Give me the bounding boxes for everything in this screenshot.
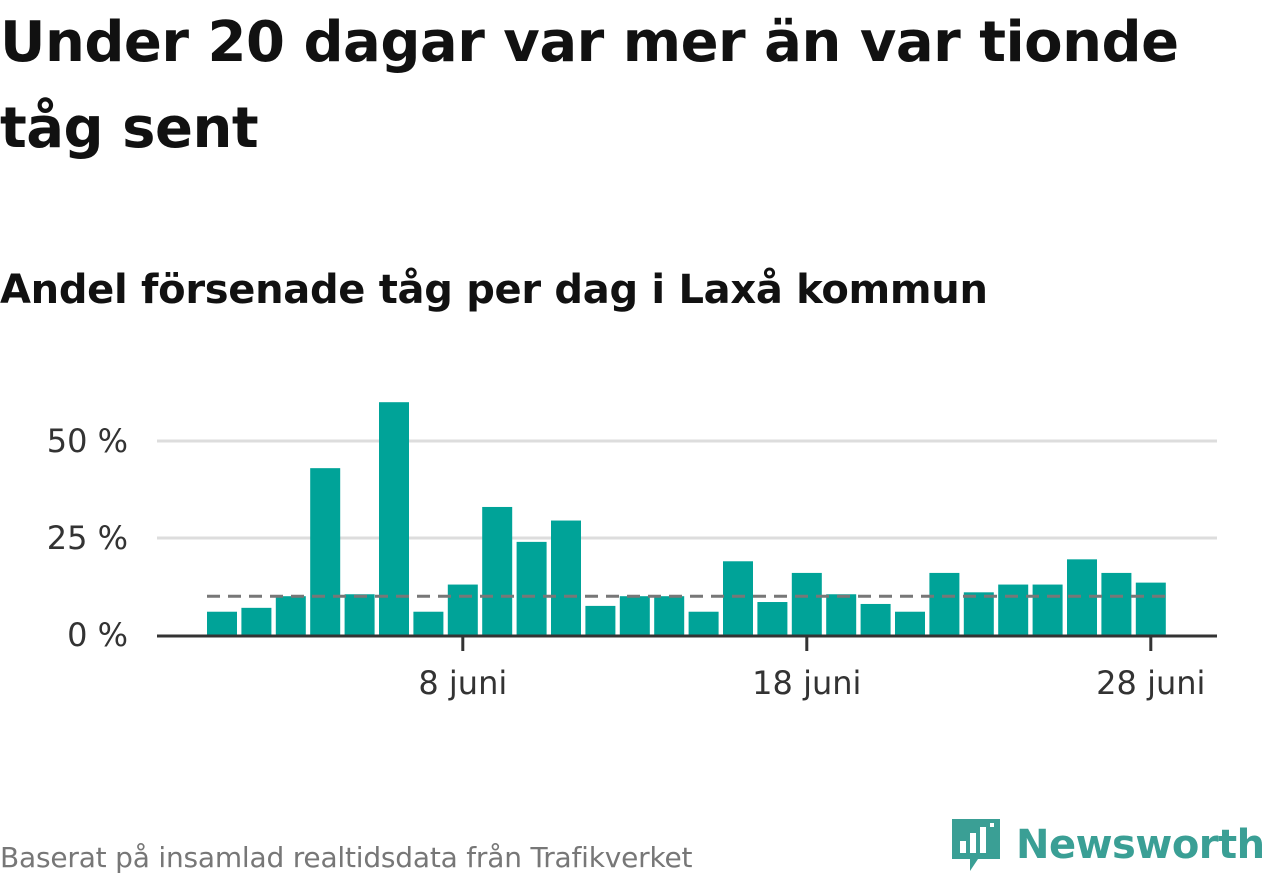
y-tick-label: 25 % xyxy=(47,519,128,557)
bar xyxy=(551,520,581,635)
x-tick-label: 18 juni xyxy=(752,664,861,702)
bar xyxy=(1135,582,1166,635)
bar xyxy=(482,506,513,635)
bar xyxy=(757,602,788,635)
bar xyxy=(379,402,409,635)
source-note: Baserat på insamlad realtidsdata från Tr… xyxy=(0,841,693,874)
x-tick-label: 28 juni xyxy=(1096,664,1205,702)
bar xyxy=(447,584,478,635)
bar xyxy=(585,605,616,635)
x-tick-label: 8 juni xyxy=(418,664,507,702)
bar xyxy=(688,611,719,635)
bar xyxy=(895,611,925,635)
bar xyxy=(241,607,272,635)
bar xyxy=(275,596,306,635)
bar xyxy=(1101,572,1132,635)
bar xyxy=(860,603,891,635)
bar xyxy=(998,584,1029,635)
bar xyxy=(413,611,444,635)
bar xyxy=(619,596,650,635)
bar xyxy=(1032,584,1063,635)
bar xyxy=(654,596,685,635)
bar-chart-speech-bubble-icon xyxy=(952,819,1000,871)
chart-title: Under 20 dagar var mer än var tionde tåg… xyxy=(0,10,1179,161)
brand-logo: Newsworthy xyxy=(948,815,1262,875)
y-tick-label: 50 % xyxy=(47,422,128,460)
bar xyxy=(791,572,822,635)
bar xyxy=(826,594,857,635)
bar xyxy=(207,611,237,635)
brand-name: Newsworthy xyxy=(1016,822,1262,868)
bar xyxy=(310,468,341,635)
chart-subtitle: Andel försenade tåg per dag i Laxå kommu… xyxy=(0,267,988,313)
bar xyxy=(723,561,753,635)
bar xyxy=(344,594,375,635)
bar xyxy=(516,541,547,635)
bar xyxy=(963,592,994,635)
bar xyxy=(929,572,960,635)
y-tick-label: 0 % xyxy=(67,616,128,654)
